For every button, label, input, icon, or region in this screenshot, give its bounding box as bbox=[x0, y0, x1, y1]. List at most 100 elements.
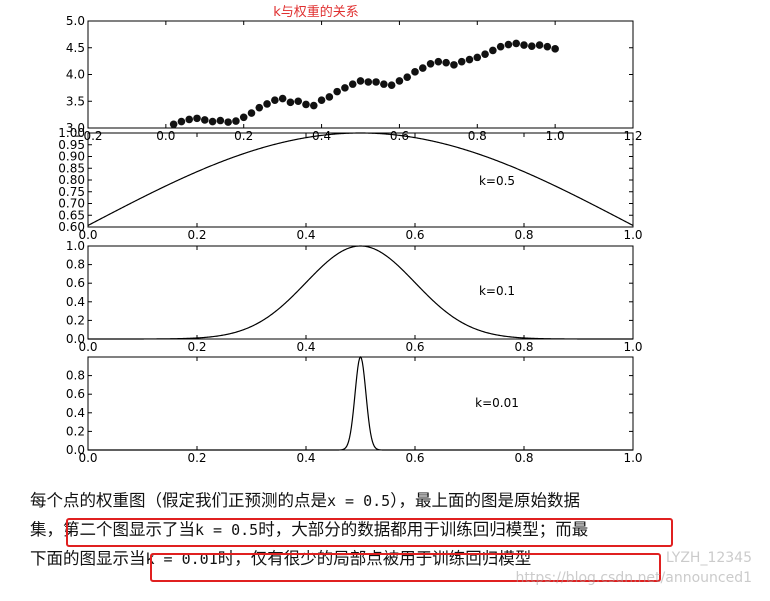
data-point bbox=[348, 80, 357, 88]
caption-code: k = 0.5 bbox=[195, 521, 259, 539]
x-tick-label: 0.2 bbox=[234, 129, 253, 143]
data-point bbox=[481, 50, 489, 58]
y-tick-label: 3.5 bbox=[66, 94, 85, 108]
data-point bbox=[418, 64, 427, 72]
y-tick-label: 1.00 bbox=[58, 126, 85, 140]
data-point bbox=[364, 78, 373, 86]
highlight-box-k-0.01 bbox=[150, 553, 661, 582]
x-tick-label: 0.8 bbox=[514, 340, 533, 354]
data-point bbox=[239, 113, 248, 122]
data-point bbox=[341, 84, 349, 92]
caption-text: ），最上面的图是原始数据 bbox=[390, 491, 580, 510]
y-tick-label: 0.2 bbox=[66, 424, 85, 438]
k-annotation: k=0.01 bbox=[475, 396, 519, 410]
k-annotation: k=0.5 bbox=[479, 174, 515, 188]
data-point bbox=[551, 45, 559, 53]
data-point bbox=[543, 42, 552, 51]
data-point bbox=[457, 57, 466, 66]
data-point bbox=[294, 97, 303, 106]
y-tick-label: 0.8 bbox=[66, 258, 85, 272]
caption-text: 当 bbox=[129, 549, 146, 568]
plot-weights-k-0.01: 0.0 0.2 0.4 0.6 0.8 1.0 0.8 0.6 0.4 0.2 0.0 k=0.01 bbox=[66, 355, 643, 465]
weight-curve bbox=[88, 355, 633, 451]
data-point bbox=[200, 116, 209, 124]
x-tick-label: 0.4 bbox=[296, 451, 315, 465]
plot-original-data: −0.2 0.0 0.2 0.4 0.6 0.8 1.0 1.25.04.54.03.53.0 bbox=[66, 14, 643, 143]
caption-text: 第二个图显示了当 bbox=[63, 520, 195, 539]
highlight-box-k-0.5 bbox=[66, 518, 673, 547]
y-tick-label: 0.90 bbox=[58, 150, 85, 164]
x-tick-label: 0.8 bbox=[514, 228, 533, 242]
y-tick-label: 1.0 bbox=[66, 239, 85, 253]
x-tick-label: 0.8 bbox=[468, 129, 487, 143]
y-tick-label: 0.95 bbox=[58, 138, 85, 152]
data-point bbox=[185, 115, 194, 124]
figure: k与权重的关系 −0.2 0.0 0.2 0.4 0.6 0.8 1.0 1.25.04.54… bbox=[58, 4, 643, 465]
x-tick-label: 1.0 bbox=[623, 228, 642, 242]
caption-text: 集， bbox=[30, 520, 63, 539]
x-tick-label: 0.6 bbox=[405, 340, 424, 354]
watermark: LYZH_12345 https://blog.csdn.net/announc… bbox=[516, 548, 753, 588]
y-tick-label: 0.4 bbox=[66, 295, 85, 309]
caption-line-2: 集，第二个图显示了当k = 0.5时，大部分的数据都用于训练回归模型；而最 bbox=[30, 515, 750, 544]
data-point bbox=[489, 46, 497, 55]
plot-frame bbox=[87, 20, 634, 129]
plot-frame bbox=[87, 356, 634, 451]
y-tick-label: 4.0 bbox=[66, 68, 85, 82]
data-point bbox=[208, 117, 217, 126]
k-annotation: k=0.1 bbox=[479, 284, 515, 298]
y-tick-label: 0.70 bbox=[58, 197, 85, 211]
data-point bbox=[309, 101, 318, 110]
x-tick-label: 0.2 bbox=[187, 451, 206, 465]
data-point bbox=[496, 42, 505, 51]
x-tick-label: 0.4 bbox=[296, 340, 315, 354]
caption-text: 而最 bbox=[555, 520, 589, 539]
y-tick-label: 0.85 bbox=[58, 161, 85, 175]
y-tick-label: 0.75 bbox=[58, 185, 85, 199]
y-tick-label: 0.2 bbox=[66, 313, 85, 327]
data-point bbox=[271, 96, 279, 104]
data-point bbox=[372, 78, 380, 86]
x-tick-label: 0.2 bbox=[187, 340, 206, 354]
plot-frame bbox=[87, 245, 634, 340]
y-tick-label: 0.60 bbox=[58, 220, 85, 234]
y-tick-label: 0.65 bbox=[58, 208, 85, 222]
weight-curve bbox=[88, 245, 633, 340]
x-tick-label: 0.0 bbox=[156, 129, 175, 143]
data-point bbox=[535, 41, 544, 49]
data-point bbox=[247, 109, 256, 117]
x-tick-label: 0.6 bbox=[405, 451, 424, 465]
data-point bbox=[356, 77, 365, 85]
y-tick-label: 0.6 bbox=[66, 276, 85, 290]
x-tick-label: 0.0 bbox=[78, 228, 97, 242]
data-point bbox=[465, 55, 474, 64]
y-tick-label: 0.4 bbox=[66, 406, 85, 420]
data-point bbox=[442, 58, 450, 67]
data-point bbox=[278, 94, 287, 103]
y-tick-label: 0.6 bbox=[66, 387, 85, 401]
caption-line-1: 每个点的权重图（假定我们正预测的点是x = 0.5），最上面的图是原始数据 bbox=[30, 486, 750, 515]
data-point bbox=[224, 118, 232, 126]
data-point bbox=[504, 40, 513, 49]
y-tick-label: 0.8 bbox=[66, 369, 85, 383]
data-point bbox=[395, 77, 404, 85]
data-point bbox=[473, 53, 482, 62]
data-point bbox=[434, 57, 443, 66]
watermark-line: LYZH_12345 bbox=[665, 550, 752, 566]
data-point bbox=[302, 100, 310, 109]
data-point bbox=[263, 100, 271, 108]
figure-title: k与权重的关系 bbox=[273, 4, 359, 20]
x-tick-label: 0.8 bbox=[514, 451, 533, 465]
y-tick-label: 0.0 bbox=[66, 443, 85, 457]
watermark-line: https://blog.csdn.net/announced1 bbox=[515, 570, 753, 586]
x-tick-label: 0.2 bbox=[187, 228, 206, 242]
plot-weights-k-0.5: 0.0 0.2 0.4 0.6 0.8 1.01.000.950.900.850.800.… bbox=[58, 126, 642, 242]
data-point bbox=[512, 39, 521, 48]
weight-curve bbox=[87, 132, 634, 227]
x-tick-label: 1.0 bbox=[546, 129, 565, 143]
data-point bbox=[177, 117, 186, 126]
data-point bbox=[317, 96, 326, 104]
data-point bbox=[520, 41, 528, 49]
data-point bbox=[325, 93, 334, 101]
x-tick-label: 1.0 bbox=[623, 340, 642, 354]
